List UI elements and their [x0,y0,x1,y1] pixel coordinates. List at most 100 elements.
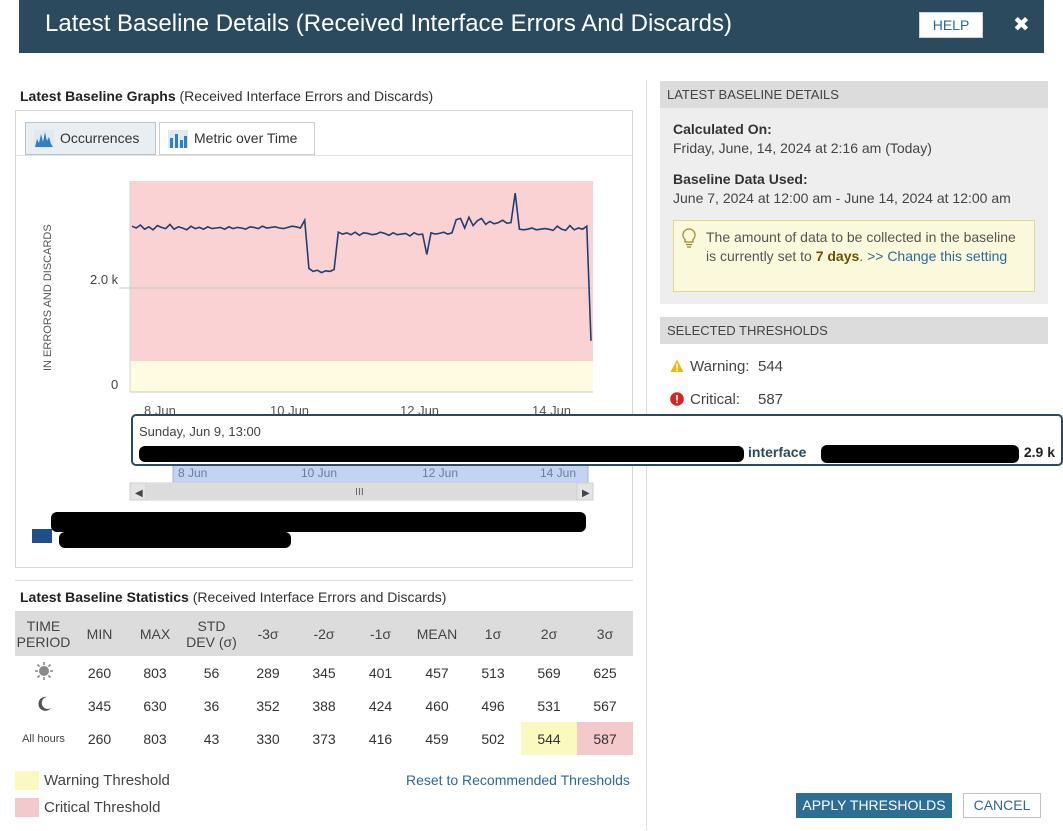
series-legend-swatch[interactable] [32,529,52,543]
warning-threshold-cell[interactable]: 544 [521,722,577,755]
stat-cell: 459 [425,730,449,747]
redacted-legend-text-2 [59,532,291,548]
notice-days: 7 days [815,248,860,264]
stat-cell: 567 [593,697,617,714]
warning-value: 544 [758,358,784,375]
navigator-tick-label: 10 Jun [301,466,337,480]
histogram-icon [34,130,54,148]
stat-cell: 43 [203,730,220,747]
warning-label: Warning: [690,358,750,375]
redacted-legend-text [51,512,586,532]
stat-cell: 401 [368,664,393,681]
stat-cell: 513 [481,664,505,681]
col-3-sigma: 3σ [577,611,633,656]
stat-cell: 260 [87,730,112,747]
graphs-heading-bold: Latest Baseline Graphs [20,88,176,104]
scrollbar-thumb [146,484,577,499]
stats-heading-rest: (Received Interface Errors and Discards) [188,589,447,605]
stat-cell: 803 [143,664,167,681]
stat-cell: 388 [312,697,336,714]
stat-cell: 803 [143,730,167,747]
critical-icon [670,392,684,406]
warning-icon [670,359,684,372]
col-mean: MEAN [409,611,465,656]
stats-heading: Latest Baseline Statistics (Received Int… [20,589,446,605]
navigator-tick-label: 14 Jun [540,466,576,480]
graphs-heading-rest: (Received Interface Errors and Discards) [175,88,434,104]
stats-header-row: TIME PERIOD MIN MAX STD DEV (σ) -3σ -2σ … [15,611,633,656]
table-row: 345 630 36 352 388 424 460 496 531 567 [15,689,633,722]
moon-icon [37,696,51,711]
col-std-dev: STD DEV (σ) [183,611,240,656]
stat-cell: 457 [425,664,449,681]
tab-metric-over-time[interactable]: Metric over Time [159,122,315,155]
calculated-on-label: Calculated On: [673,121,772,137]
critical-value: 587 [758,391,784,408]
y-tick-2k: 2.0 k [90,272,119,287]
col-minus-2-sigma: -2σ [296,611,352,656]
cancel-button[interactable]: CANCEL [963,793,1041,818]
navigator-window [172,462,589,484]
critical-label: Critical: [690,391,741,408]
stat-cell: 260 [87,664,112,681]
stat-cell: 569 [537,664,561,681]
tab-metric-label: Metric over Time [194,130,298,146]
stat-cell: 496 [481,697,505,714]
tab-occurrences-label: Occurrences [60,130,140,146]
scroll-left-arrow: ◀ [135,488,143,499]
stat-cell: 630 [143,697,167,714]
change-setting-link[interactable]: >> Change this setting [867,248,1008,264]
table-row: All hours 260 803 43 330 373 416 459 502… [15,722,633,755]
baseline-stats-table: TIME PERIOD MIN MAX STD DEV (σ) -3σ -2σ … [15,611,633,755]
baseline-chart[interactable]: 2.0 k 0 8 Jun 10 Jun 12 Jun 14 Jun 8 Jun 10 … [16,111,632,567]
reset-thresholds-link[interactable]: Reset to Recommended Thresholds [406,772,630,788]
tooltip-date: Sunday, Jun 9, 13:00 [139,424,261,439]
data-collection-notice: The amount of data to be collected in th… [673,220,1035,292]
dialog-titlebar: Latest Baseline Details (Received Interf… [19,0,1044,53]
stat-cell: 56 [203,664,220,681]
stat-cell: 373 [312,730,336,747]
tab-occurrences[interactable]: Occurrences [25,122,156,155]
dialog-title: Latest Baseline Details (Received Interf… [45,10,732,37]
stat-cell: 289 [256,664,280,681]
calculated-on-value: Friday, June, 14, 2024 at 2:16 am (Today… [673,140,932,156]
y-tick-0: 0 [111,377,118,392]
y-axis-label: IN ERRORS AND DISCARDS [42,224,54,371]
series-line-0[interactable] [131,192,592,341]
redacted-series-name [139,446,744,462]
scrollbar-grip: III [355,487,364,498]
table-row: 260 803 56 289 345 401 457 513 569 625 [15,656,633,689]
graphs-heading: Latest Baseline Graphs (Received Interfa… [20,88,433,104]
chart-icon [168,130,188,148]
stat-cell: 625 [593,664,617,681]
col-time-period: TIME PERIOD [15,611,72,656]
thresholds-heading: SELECTED THRESHOLDS [660,317,1048,344]
col-min: MIN [72,611,127,656]
col-2-sigma: 2σ [521,611,577,656]
lightbulb-icon [682,228,696,248]
stat-cell: 416 [368,730,393,747]
stat-cell: 460 [425,697,449,714]
help-button[interactable]: HELP [919,12,983,38]
details-heading: LATEST BASELINE DETAILS [660,81,1048,108]
col-minus-1-sigma: -1σ [352,611,409,656]
close-icon[interactable]: ✖ [1013,14,1030,36]
stats-separator [15,580,633,581]
data-used-value: June 7, 2024 at 12:00 am - June 14, 2024… [673,190,1011,206]
apply-thresholds-button[interactable]: APPLY THRESHOLDS [796,793,952,818]
scrollbar-right-button [576,482,594,501]
stat-cell: 345 [87,697,112,714]
graph-panel: Occurrences Metric over Time 2.0 k [15,110,633,568]
critical-band [130,181,593,361]
navigator-tick-group: 8 Jun 10 Jun 12 Jun 14 Jun [178,466,576,480]
warning-legend-label: Warning Threshold [44,772,170,789]
navigator-tick-label: 12 Jun [422,466,458,480]
notice-text-post: . [859,248,868,264]
col-max: MAX [127,611,183,656]
col-minus-3-sigma: -3σ [240,611,296,656]
stat-cell: 531 [537,697,561,714]
tooltip-value: 2.9 k [1023,444,1055,460]
period-cell [15,656,72,689]
critical-threshold-cell[interactable]: 587 [577,722,633,755]
